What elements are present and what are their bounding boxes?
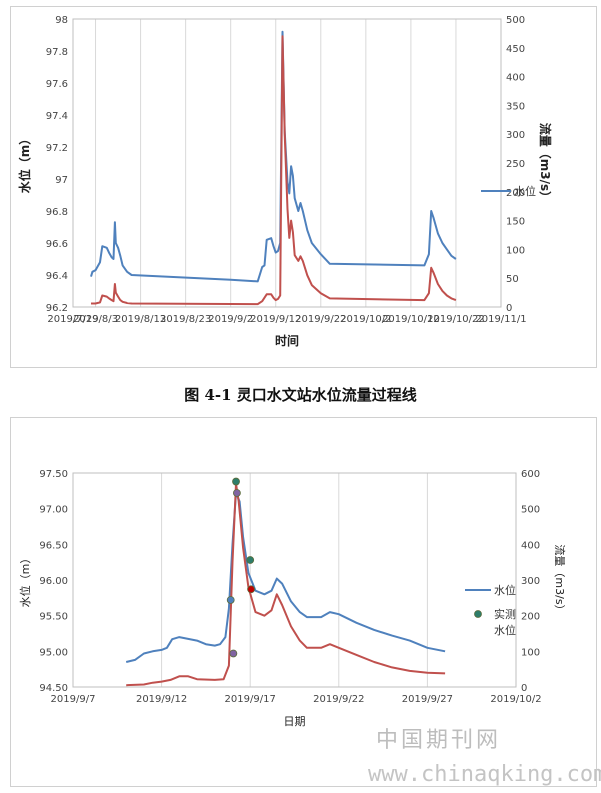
y-tick-label: 98 <box>55 15 68 26</box>
legend-label-level: 水位 <box>494 583 516 597</box>
y-tick-label: 96.8 <box>46 207 68 218</box>
y-tick-label: 96.4 <box>46 271 68 282</box>
chart-1-frame: 2019/7/29 2019/8/3 2019/8/13 2019/8/23 2019/… <box>10 6 597 368</box>
y-axis-title: 水位（m） <box>17 133 32 194</box>
y2-axis-title: 流量（m3/s） <box>538 123 553 203</box>
chart-2-frame: 2019/9/7 2019/9/12 2019/9/17 2019/9/22 2019/… <box>10 417 597 787</box>
y2-tick-label: 150 <box>506 217 525 228</box>
x-tick-label: 2019/9/22 <box>313 694 364 705</box>
observed-point <box>226 596 235 604</box>
x-tick-label: 2019/9/12 <box>136 694 187 705</box>
observed-point <box>233 489 241 497</box>
x-tick-label: 2019/10/2 <box>490 694 541 705</box>
x-tick-label: 2019/10/2 <box>340 314 391 325</box>
y2-tick-label: 50 <box>506 274 519 285</box>
y-tick-label: 94.50 <box>39 683 68 694</box>
y2-tick-label: 450 <box>506 44 525 55</box>
x-tick-label: 2019/8/3 <box>73 314 118 325</box>
x-tick-label: 2019/8/13 <box>115 314 166 325</box>
y-tick-label: 96.2 <box>46 303 68 314</box>
chart-2: 2019/9/7 2019/9/12 2019/9/17 2019/9/22 2019/… <box>18 469 567 728</box>
chart-1: 2019/7/292019/8/32019/8/132019/8/232019/… <box>17 15 553 348</box>
y-tick-label: 96.00 <box>39 576 68 587</box>
y2-tick-label: 500 <box>506 15 525 26</box>
x-tick-label: 2019/9/12 <box>250 314 301 325</box>
y-tick-label: 96.6 <box>46 239 68 250</box>
y-tick-label: 95.00 <box>39 647 68 658</box>
x-tick-label: 2019/9/2 <box>208 314 253 325</box>
observed-point <box>246 556 255 564</box>
y2-tick-label: 0 <box>521 683 527 694</box>
series-line-flow <box>91 35 457 306</box>
x-tick-label: 2019/11/1 <box>475 314 526 325</box>
observed-point <box>232 477 240 486</box>
legend-label-observed-2: 水位 <box>494 623 516 637</box>
watermark-cn: 中国期刊网 <box>376 728 502 753</box>
y-tick-label: 97 <box>55 175 68 186</box>
legend-label-observed-1: 实测 <box>494 607 516 621</box>
x-tick-label: 2019/8/23 <box>160 314 211 325</box>
y-tick-label: 97.8 <box>46 47 68 58</box>
figure-caption: 图 4-1 灵口水文站水位流量过程线 <box>184 386 417 404</box>
y2-tick-label: 300 <box>521 576 540 587</box>
y-tick-label: 97.50 <box>39 469 68 480</box>
y-tick-label: 96.50 <box>39 540 68 551</box>
observed-point <box>247 585 255 594</box>
x-tick-label: 2019/10/12 <box>382 314 440 325</box>
y2-tick-label: 300 <box>506 130 525 141</box>
y-tick-label: 97.00 <box>39 505 68 516</box>
x-tick-label: 2019/9/27 <box>402 694 453 705</box>
x-tick-label: 2019/9/22 <box>295 314 346 325</box>
x-axis-title: 时间 <box>275 333 299 348</box>
y2-tick-label: 400 <box>521 540 540 551</box>
series-line-level <box>90 30 457 283</box>
observed-point <box>229 649 238 658</box>
series-line-flow <box>126 482 446 687</box>
legend-label-level: 水位 <box>514 184 536 198</box>
x-tick-label: 2019/10/22 <box>427 314 485 325</box>
y2-tick-label: 400 <box>506 73 525 84</box>
y2-axis-title: 流量（m3/s） <box>553 544 567 615</box>
y-tick-label: 97.6 <box>46 79 68 90</box>
y2-tick-label: 100 <box>506 245 525 256</box>
y-axis-title: 水位（m） <box>18 553 32 608</box>
series-line-level <box>125 492 446 663</box>
y-tick-label: 97.2 <box>46 143 68 154</box>
y-tick-label: 97.4 <box>46 111 68 122</box>
y2-tick-label: 200 <box>521 612 540 623</box>
y2-tick-label: 500 <box>521 505 540 516</box>
x-tick-label: 2019/9/7 <box>51 694 96 705</box>
y2-tick-label: 350 <box>506 101 525 112</box>
x-tick-label: 2019/9/17 <box>225 694 276 705</box>
x-tick-label: 2019/7/29 <box>47 314 98 325</box>
plot-area <box>72 472 517 688</box>
plot-area <box>72 18 502 308</box>
y2-tick-label: 100 <box>521 647 540 658</box>
y2-tick-label: 200 <box>506 188 525 199</box>
y2-tick-label: 600 <box>521 469 540 480</box>
legend-swatch-observed <box>474 610 482 618</box>
watermark-url: www.chinaqking.com <box>368 762 601 787</box>
y-tick-label: 95.50 <box>39 612 68 623</box>
x-axis-title: 日期 <box>284 715 306 728</box>
y2-tick-label: 0 <box>506 303 512 314</box>
y2-tick-label: 250 <box>506 159 525 170</box>
